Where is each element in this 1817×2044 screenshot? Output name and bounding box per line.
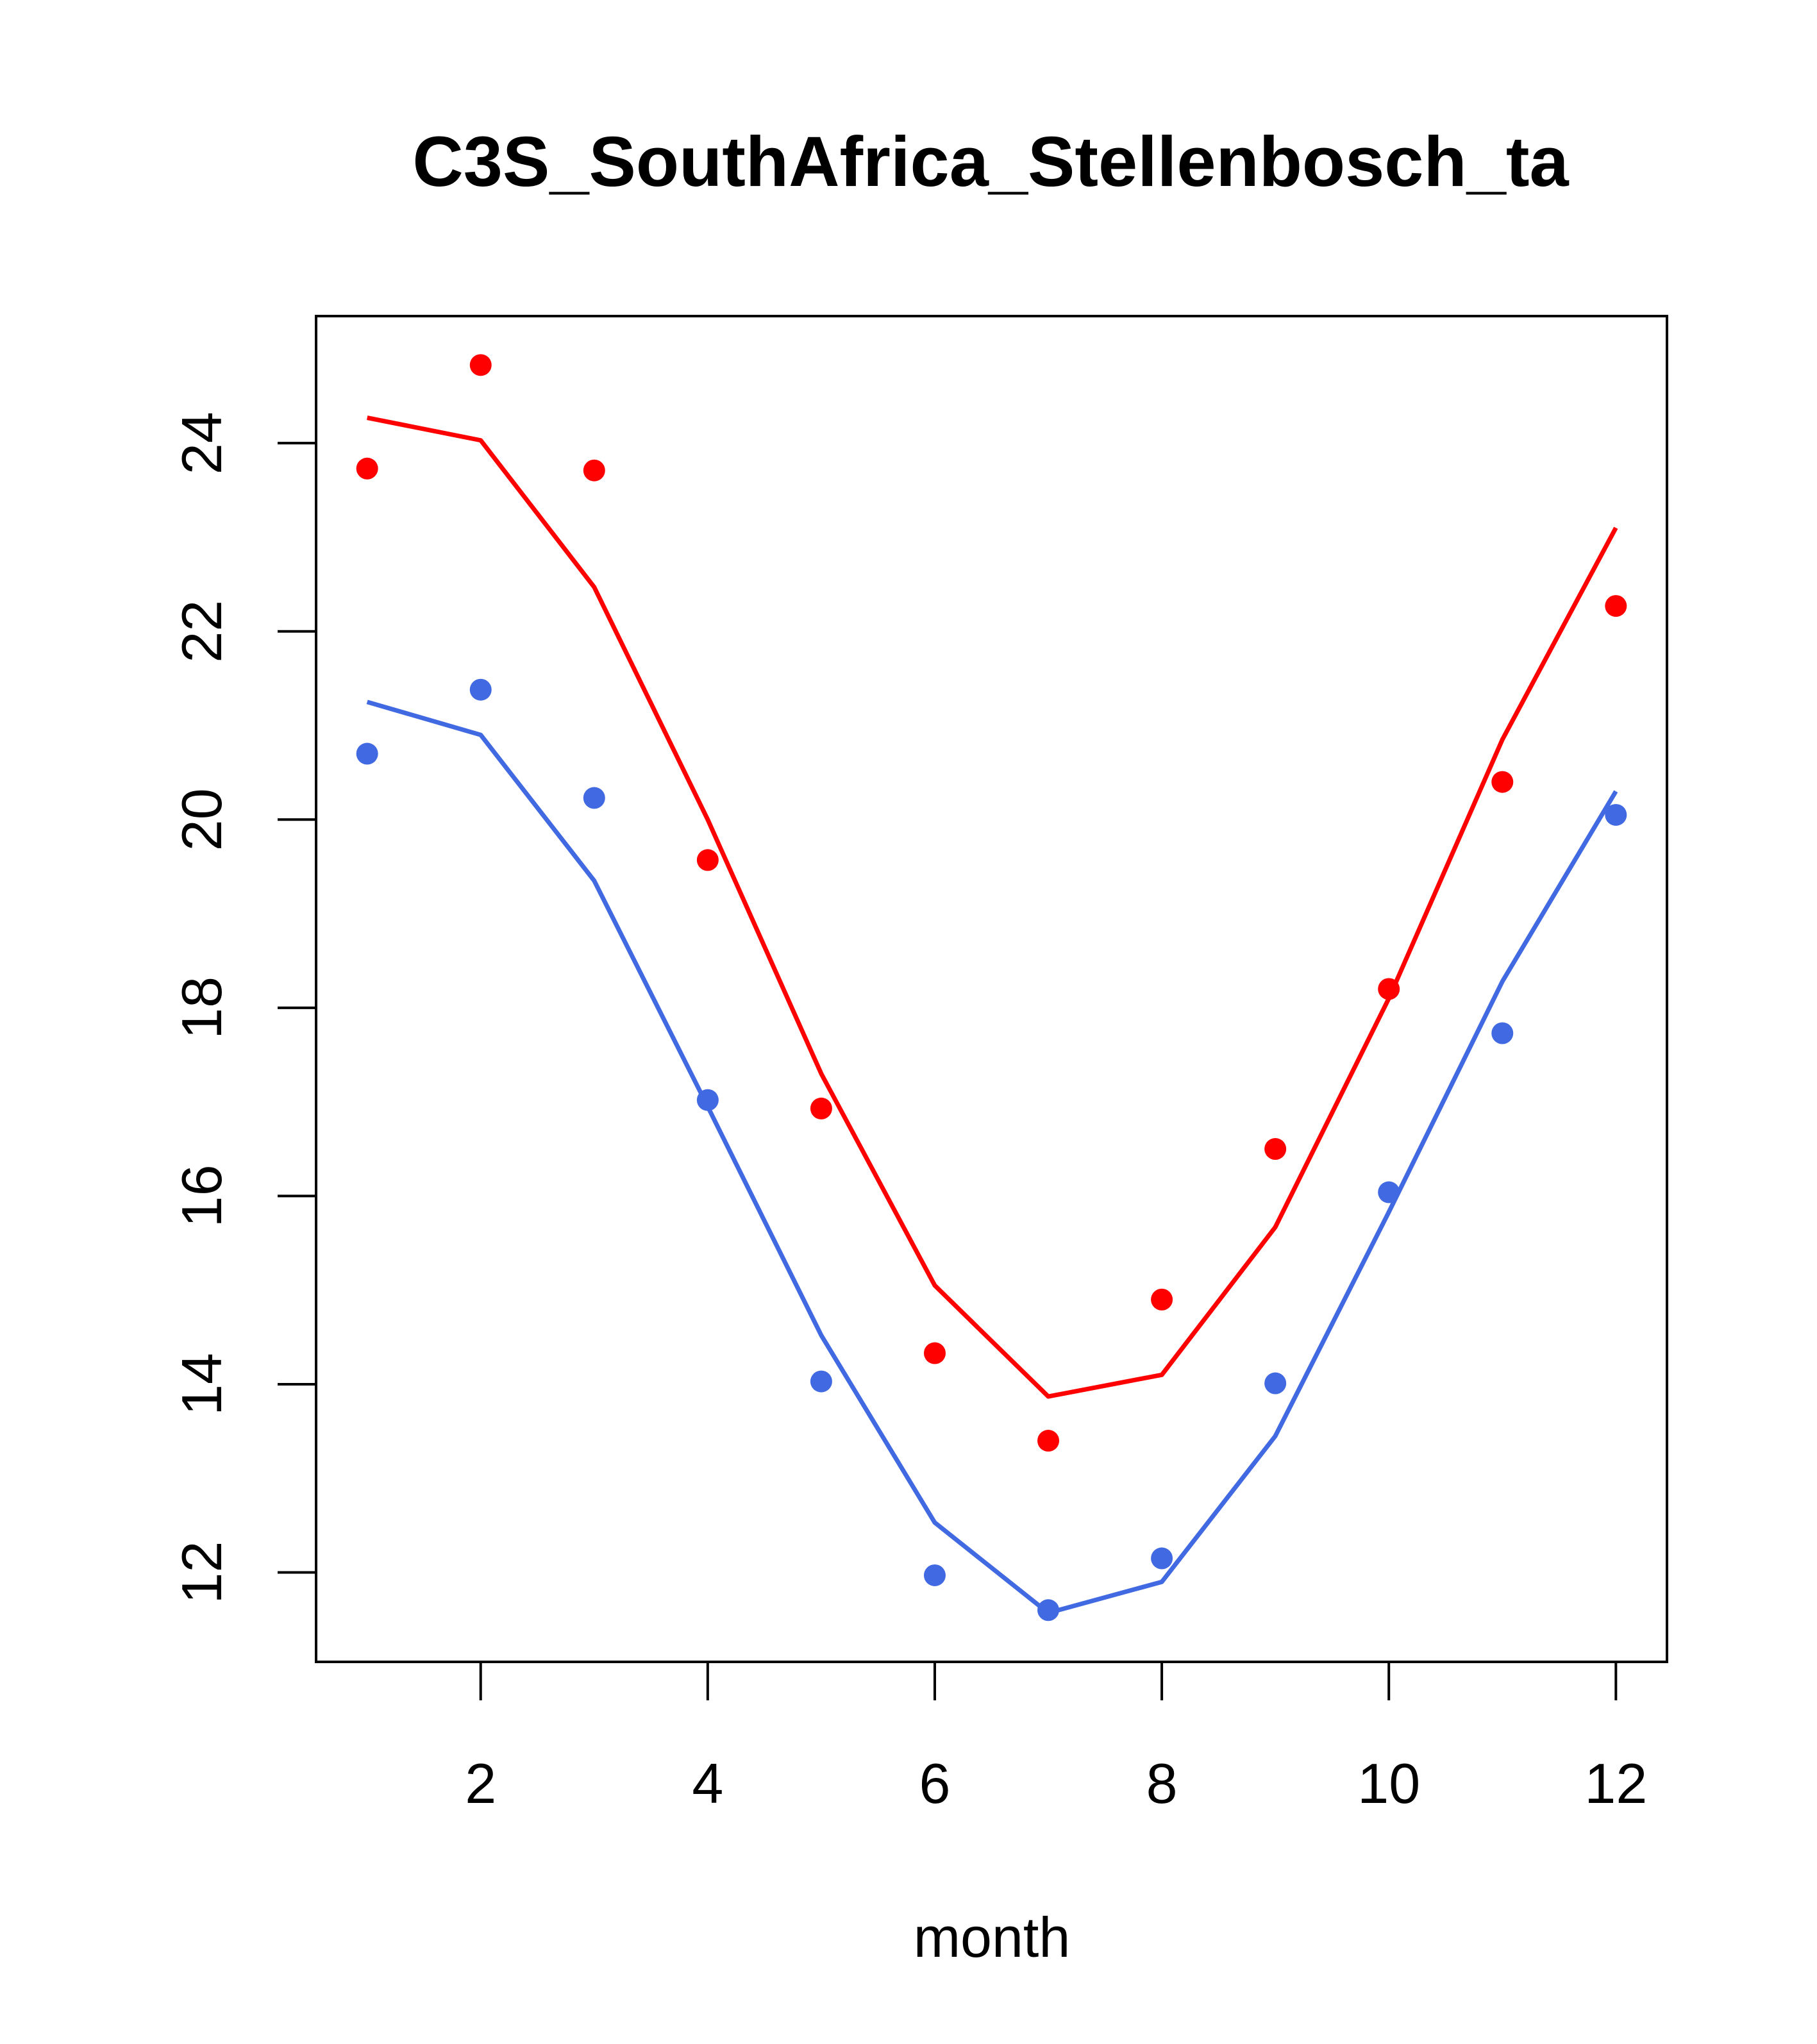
- blue-point: [1037, 1599, 1060, 1621]
- red-point: [469, 354, 492, 376]
- chart-title: C3S_SouthAfrica_Stellenbosch_ta: [412, 122, 1569, 201]
- red-point: [583, 459, 605, 482]
- blue-point: [1264, 1372, 1287, 1395]
- y-tick-label: 20: [170, 788, 233, 851]
- y-tick-label: 18: [170, 976, 233, 1039]
- y-tick-label: 22: [170, 600, 233, 663]
- x-tick-label: 8: [1146, 1752, 1178, 1815]
- x-axis: 2 4 6 8 10 12: [465, 1661, 1647, 1815]
- y-axis: 12 14 16 18 20 22 24: [170, 412, 317, 1604]
- red-point: [1491, 771, 1514, 793]
- blue-point: [1605, 803, 1627, 826]
- red-point: [923, 1342, 946, 1364]
- blue-point: [356, 742, 378, 765]
- plot-frame: [315, 315, 1668, 1663]
- red-point: [1378, 978, 1400, 1000]
- blue-point: [1378, 1181, 1400, 1203]
- red-line: [366, 415, 1618, 1399]
- blue-point: [923, 1564, 946, 1586]
- x-tick-label: 4: [692, 1752, 723, 1815]
- blue-point: [469, 678, 492, 701]
- blue-point: [696, 1089, 719, 1111]
- x-tick-label: 10: [1357, 1752, 1420, 1815]
- x-tick-label: 12: [1584, 1752, 1647, 1815]
- y-tick-label: 14: [170, 1353, 233, 1416]
- blue-point: [583, 787, 605, 809]
- blue-point: [1151, 1547, 1173, 1570]
- red-point: [1264, 1138, 1287, 1160]
- red-point: [1605, 595, 1627, 617]
- red-point: [1151, 1288, 1173, 1311]
- blue-line: [366, 699, 1618, 1616]
- red-point: [696, 849, 719, 871]
- y-tick-label: 12: [170, 1541, 233, 1604]
- series-layer: [356, 354, 1627, 1621]
- x-axis-label: month: [914, 1906, 1071, 1969]
- red-point: [356, 457, 378, 480]
- y-tick-label: 16: [170, 1164, 233, 1227]
- red-point: [810, 1097, 832, 1119]
- y-tick-label: 24: [170, 412, 233, 474]
- blue-point: [1491, 1022, 1514, 1044]
- x-tick-label: 6: [919, 1752, 950, 1815]
- red-point: [1037, 1430, 1060, 1452]
- blue-point: [810, 1370, 832, 1393]
- x-tick-label: 2: [465, 1752, 496, 1815]
